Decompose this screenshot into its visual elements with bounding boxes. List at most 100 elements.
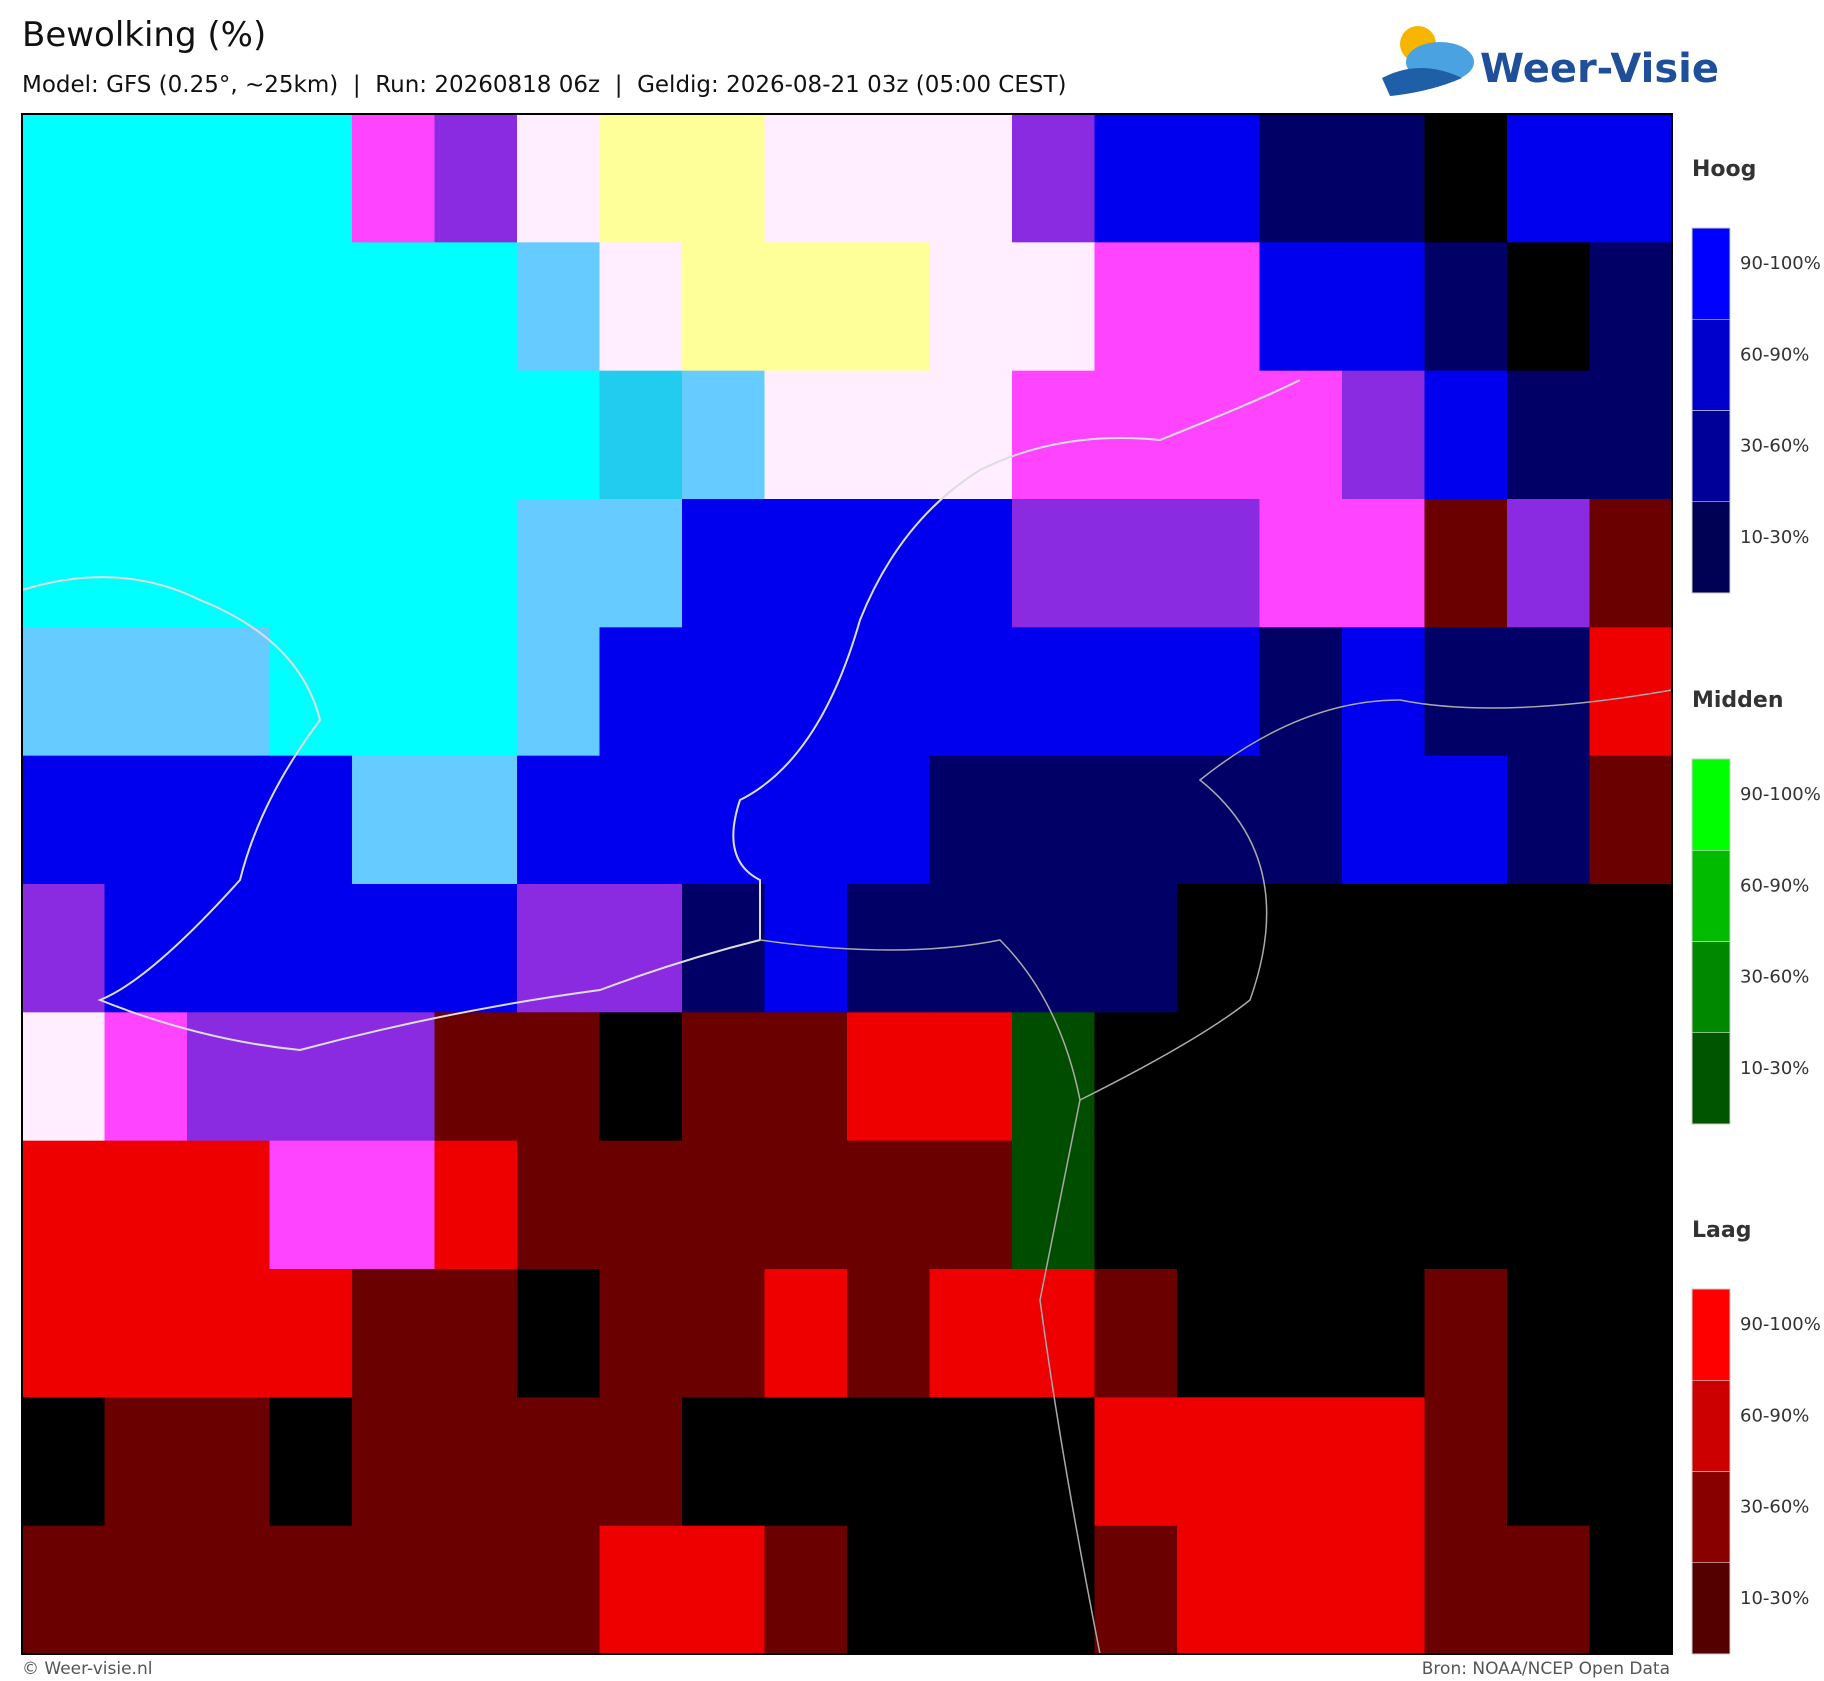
cloud-cell: [1342, 1012, 1425, 1142]
cloud-cell: [517, 242, 600, 372]
cloud-cell: [1424, 499, 1508, 628]
cloud-cell: [1177, 1269, 1260, 1398]
cloud-cell: [187, 242, 270, 372]
cloud-cell: [517, 627, 600, 757]
cloud-cell: [1589, 755, 1673, 885]
cloud-cell: [929, 114, 1013, 243]
legend-label: 60-90%: [1740, 875, 1809, 896]
legend-bar-frame: [1691, 1288, 1731, 1655]
cloud-cell: [599, 370, 683, 500]
cloud-cell: [1012, 370, 1095, 500]
cloud-cell: [1342, 242, 1425, 372]
cloud-cell: [517, 1140, 600, 1270]
cloud-cell: [22, 1525, 105, 1655]
cloud-cell: [1259, 242, 1343, 372]
cloud-cell: [847, 627, 930, 757]
cloud-cell: [434, 114, 518, 243]
logo-text: Weer-Visie: [1480, 46, 1719, 92]
cloud-cell: [517, 499, 600, 628]
cloud-cell: [1094, 1397, 1178, 1527]
cloud-cell: [1507, 1140, 1590, 1270]
cloud-cell: [682, 1269, 765, 1398]
cloud-cell: [22, 1397, 105, 1527]
cloud-cell: [929, 242, 1013, 372]
cloud-cell: [1094, 242, 1178, 372]
cloud-cell: [22, 884, 105, 1013]
cloud-cell: [682, 499, 765, 628]
cloud-cell: [352, 1140, 435, 1270]
cloud-cell: [22, 627, 105, 757]
cloud-cell: [1012, 1269, 1095, 1398]
cloud-cell: [847, 1012, 930, 1142]
cloud-cell: [1424, 1269, 1508, 1398]
cloud-cell: [1342, 1397, 1425, 1527]
cloud-cell: [1589, 1397, 1673, 1527]
legend-label: 90-100%: [1740, 253, 1821, 274]
cloud-cell: [599, 1525, 683, 1655]
cloud-cell: [187, 1140, 270, 1270]
cloud-cell: [434, 370, 518, 500]
cloud-cell: [352, 1269, 435, 1398]
cloud-cell: [847, 1397, 930, 1527]
legend-swatch: [1691, 319, 1731, 411]
cloud-cell: [1424, 627, 1508, 757]
cloud-cell: [1342, 1269, 1425, 1398]
legend-swatch: [1691, 410, 1731, 502]
cloud-cell: [1342, 627, 1425, 757]
legend-title: Hoog: [1692, 157, 1756, 182]
cloud-cell: [599, 1269, 683, 1398]
legend-label: 60-90%: [1740, 344, 1809, 365]
cloud-cell: [929, 370, 1013, 500]
cloud-cell: [187, 114, 270, 243]
cloud-cell: [1424, 242, 1508, 372]
cloud-cell: [1177, 627, 1260, 757]
legend-swatch: [1691, 758, 1731, 851]
cloud-cell: [1259, 1269, 1343, 1398]
cloud-cell: [847, 884, 930, 1013]
cloud-cell: [599, 1140, 683, 1270]
cloud-cell: [104, 370, 188, 500]
cloud-cell: [929, 1525, 1013, 1655]
cloud-cell: [682, 114, 765, 243]
cloud-cell: [352, 884, 435, 1013]
cloud-cell: [517, 755, 600, 885]
cloud-cell: [682, 755, 765, 885]
cloud-cell: [847, 755, 930, 885]
cloud-cell: [1424, 114, 1508, 243]
cloud-cell: [599, 627, 683, 757]
cloud-cell: [104, 1397, 188, 1527]
subtitle: Model: GFS (0.25°, ~25km) | Run: 2026081…: [22, 72, 1067, 98]
cloud-cell: [1094, 370, 1178, 500]
cloud-cell: [104, 242, 188, 372]
legend-title: Laag: [1692, 1218, 1751, 1243]
cloud-cell: [1012, 884, 1095, 1013]
cloud-cell: [269, 1525, 353, 1655]
cloud-cell: [352, 755, 435, 885]
cloud-cell: [1259, 1012, 1343, 1142]
cloud-cell: [1507, 242, 1590, 372]
cloud-cell: [1424, 755, 1508, 885]
cloud-cell: [1259, 755, 1343, 885]
cloud-cell: [1589, 370, 1673, 500]
cloud-cell: [269, 1269, 353, 1398]
cloud-cell: [1342, 1140, 1425, 1270]
cloud-cell: [682, 627, 765, 757]
cloud-cell: [269, 499, 353, 628]
cloud-cell: [1507, 370, 1590, 500]
cloud-cell: [1177, 1397, 1260, 1527]
cloud-cell: [352, 242, 435, 372]
cloud-cell: [682, 1525, 765, 1655]
cloud-cell: [269, 370, 353, 500]
cloud-cell: [1177, 884, 1260, 1013]
cloud-cell: [764, 242, 848, 372]
coastline: [21, 379, 1301, 1052]
cloud-cell: [764, 627, 848, 757]
cloud-cell: [1342, 1525, 1425, 1655]
cloud-cell: [434, 755, 518, 885]
cloud-cell: [22, 499, 105, 628]
cloud-cell: [1012, 1012, 1095, 1142]
cloud-cell: [1094, 1269, 1178, 1398]
footer-right: Bron: NOAA/NCEP Open Data: [1422, 1659, 1670, 1679]
cloud-cell: [599, 1012, 683, 1142]
cloud-cell: [1012, 755, 1095, 885]
